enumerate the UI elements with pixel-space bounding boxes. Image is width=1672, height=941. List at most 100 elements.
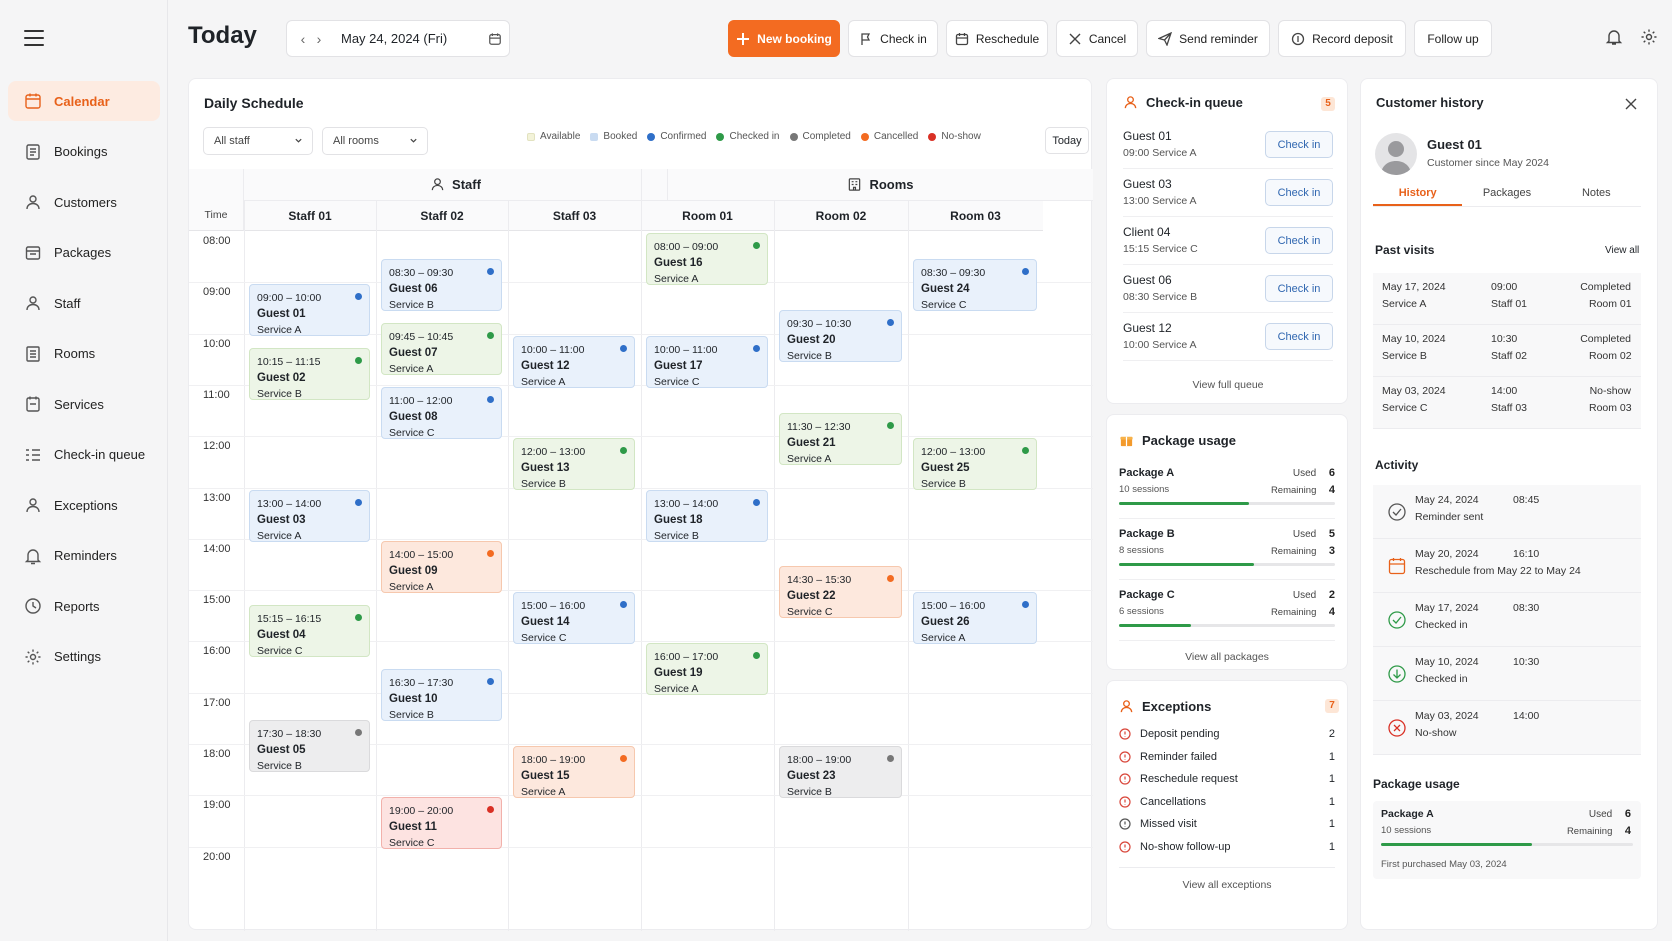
visit-row[interactable]: May 17, 2024 09:00 Completed Service A Staff… [1373,273,1641,325]
sidebar-item-packages[interactable]: Packages [8,233,160,273]
appointment-card[interactable]: 12:00 – 13:00 Guest 13 Service B [513,438,635,491]
package-remaining-label: Remaining [1270,607,1317,618]
calendar-icon [955,32,968,45]
appointment-card[interactable]: 19:00 – 20:00 Guest 11 Service C [381,797,502,850]
arrow-down-circle-icon [1388,665,1406,683]
queue-check-in-button[interactable]: Check in [1265,275,1333,302]
appointment-card[interactable]: 17:30 – 18:30 Guest 05 Service B [249,720,370,773]
view-full-queue-link[interactable]: View full queue [1192,379,1264,391]
sidebar-item-calendar[interactable]: Calendar [8,81,160,121]
view-all-packages-link[interactable]: View all packages [1185,651,1269,663]
appointment-card[interactable]: 12:00 – 13:00 Guest 25 Service B [913,438,1037,491]
appointment-card[interactable]: 11:30 – 12:30 Guest 21 Service A [779,412,902,465]
time-label: 10:00 [203,337,231,350]
sidebar-item-staff[interactable]: Staff [8,283,160,323]
record-deposit-button[interactable]: Record deposit [1278,20,1406,57]
exception-item[interactable]: Reschedule request 1 [1119,768,1335,790]
column-header: Staff 01 [244,201,376,231]
date-picker[interactable]: ‹ › May 24, 2024 (Fri) [286,20,510,57]
package-progress-fill [1119,563,1254,566]
appointment-card[interactable]: 10:15 – 11:15 Guest 02 Service B [249,348,370,401]
appointment-service: Service C [521,632,567,645]
sidebar-item-reminders[interactable]: Reminders [8,536,160,576]
check-circle-icon [1388,503,1406,521]
appointment-card[interactable]: 09:00 – 10:00 Guest 01 Service A [249,284,370,337]
appointment-card[interactable]: 13:00 – 14:00 Guest 03 Service A [249,489,370,542]
appointment-card[interactable]: 13:00 – 14:00 Guest 18 Service B [646,489,768,542]
sidebar-item-settings[interactable]: Settings [8,637,160,677]
appointment-card[interactable]: 14:00 – 15:00 Guest 09 Service A [381,540,502,593]
sidebar-item-services[interactable]: Services [8,384,160,424]
send-reminder-button[interactable]: Send reminder [1146,20,1270,57]
package-name: Package C [1119,589,1175,601]
reschedule-button[interactable]: Reschedule [946,20,1048,57]
appointment-card[interactable]: 08:30 – 09:30 Guest 06 Service B [381,258,502,311]
appointment-card[interactable]: 08:00 – 09:00 Guest 16 Service A [646,233,768,285]
close-icon[interactable] [1625,98,1637,110]
queue-check-in-button[interactable]: Check in [1265,131,1333,158]
appointment-card[interactable]: 15:00 – 16:00 Guest 14 Service C [513,592,635,645]
exception-item[interactable]: No-show follow-up 1 [1119,836,1335,858]
tab-history[interactable]: History [1373,179,1463,206]
hour-line [189,333,1093,335]
gear-icon[interactable] [1640,28,1658,46]
appointment-service: Service C [389,837,435,850]
appointment-guest: Guest 12 [521,359,570,372]
appointment-time: 15:00 – 16:00 [521,600,586,613]
visit-service: Service C [1382,402,1428,414]
exception-item[interactable]: Deposit pending 2 [1119,723,1335,745]
appointment-time: 10:00 – 11:00 [654,343,718,356]
appointment-card[interactable]: 10:00 – 11:00 Guest 12 Service A [513,335,635,388]
queue-check-in-button[interactable]: Check in [1265,179,1333,206]
appointment-card[interactable]: 10:00 – 11:00 Guest 17 Service C [646,335,768,388]
calendar-icon[interactable] [481,32,509,46]
legend-item: Cancelled [860,131,918,142]
appointment-card[interactable]: 15:00 – 16:00 Guest 26 Service A [913,592,1037,645]
appointment-card[interactable]: 09:30 – 10:30 Guest 20 Service B [779,309,902,362]
appointment-service: Service A [389,580,434,593]
today-button[interactable]: Today [1045,127,1089,154]
chevron-left-icon[interactable]: ‹ [300,30,306,47]
room-filter[interactable]: All rooms [322,127,428,155]
visit-row[interactable]: May 03, 2024 14:00 No-show Service C Staff 0… [1373,377,1641,429]
tab-notes[interactable]: Notes [1581,187,1611,199]
exception-item[interactable]: Missed visit 1 [1119,813,1335,835]
time-label: 12:00 [203,440,231,453]
tab-packages[interactable]: Packages [1482,187,1532,199]
view-all-exceptions-link[interactable]: View all exceptions [1182,879,1272,891]
sidebar-item-check-in-queue[interactable]: Check-in queue [8,435,160,475]
queue-check-in-button[interactable]: Check in [1265,323,1333,350]
queue-guest-name: Guest 03 [1123,177,1172,191]
menu-icon[interactable] [24,30,44,46]
staff-filter[interactable]: All staff [203,127,313,155]
appointment-card[interactable]: 18:00 – 19:00 Guest 23 Service B [779,746,902,798]
sidebar-item-exceptions[interactable]: Exceptions [8,485,160,525]
view-all-visits-link[interactable]: View all [1605,245,1640,256]
follow-up-button[interactable]: Follow up [1414,20,1492,57]
sidebar-item-bookings[interactable]: Bookings [8,132,160,172]
appointment-card[interactable]: 16:00 – 17:00 Guest 19 Service A [646,643,768,696]
appointment-card[interactable]: 15:15 – 16:15 Guest 04 Service C [249,604,370,657]
schedule-grid: Staff Rooms Time Staff 01 Staff 02 Staff 0… [189,169,1093,931]
chevron-right-icon[interactable]: › [316,30,322,47]
appointment-card[interactable]: 16:30 – 17:30 Guest 10 Service B [381,669,502,722]
sidebar-item-reports[interactable]: Reports [8,586,160,626]
appointment-card[interactable]: 14:30 – 15:30 Guest 22 Service C [779,566,902,619]
exception-item[interactable]: Reminder failed 1 [1119,746,1335,768]
cancel-button[interactable]: Cancel [1056,20,1138,57]
appointment-card[interactable]: 18:00 – 19:00 Guest 15 Service A [513,746,635,798]
bell-icon[interactable] [1605,28,1623,46]
appointment-card[interactable]: 11:00 – 12:00 Guest 08 Service C [381,386,502,439]
appointment-guest: Guest 22 [787,590,836,603]
check-in-button[interactable]: Check in [848,20,938,57]
sidebar-item-rooms[interactable]: Rooms [8,334,160,374]
exception-item[interactable]: Cancellations 1 [1119,791,1335,813]
queue-check-in-button[interactable]: Check in [1265,227,1333,254]
appointment-card[interactable]: 08:30 – 09:30 Guest 24 Service C [913,258,1037,311]
visit-row[interactable]: May 10, 2024 10:30 Completed Service B Staff… [1373,325,1641,377]
record-deposit-label: Record deposit [1312,31,1393,46]
visit-staff: Staff 03 [1491,402,1528,414]
new-booking-button[interactable]: New booking [728,20,840,57]
sidebar-item-customers[interactable]: Customers [8,182,160,222]
appointment-card[interactable]: 09:45 – 10:45 Guest 07 Service A [381,322,502,375]
